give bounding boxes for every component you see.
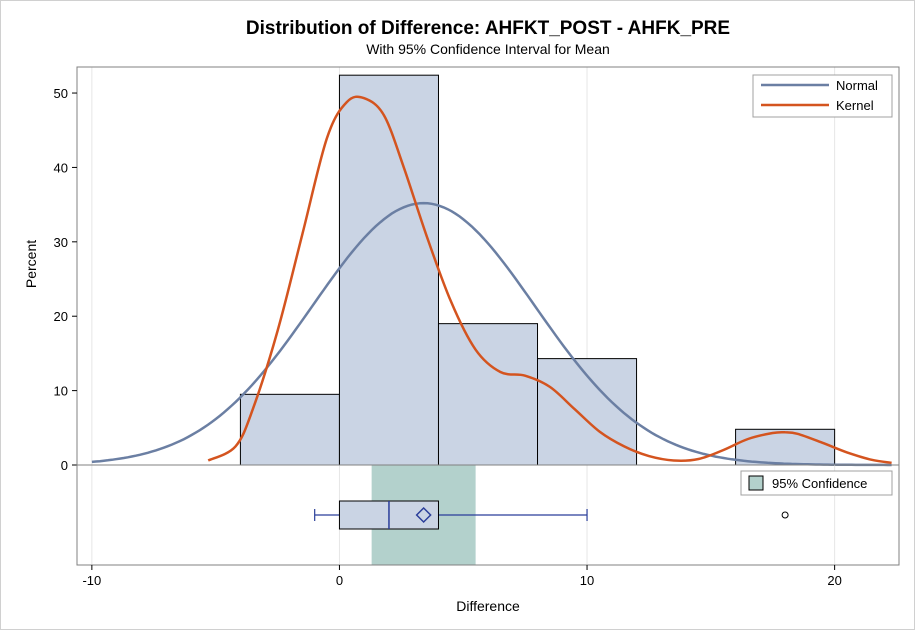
normal-curve bbox=[91, 201, 892, 467]
y-tick-label-5: 50 bbox=[54, 86, 68, 101]
confidence-legend-swatch bbox=[748, 475, 764, 491]
boxplot-panel: 95% Confidence bbox=[76, 464, 900, 566]
legend: Normal Kernel bbox=[752, 74, 893, 118]
x-tick-label-0: -10 bbox=[82, 573, 101, 588]
confidence-legend-box bbox=[740, 470, 893, 496]
y-tick-label-1: 10 bbox=[54, 384, 68, 399]
confidence-legend-label: 95% Confidence bbox=[772, 476, 867, 491]
y-axis-ticks: 0 10 20 30 40 50 bbox=[54, 86, 77, 473]
confidence-legend: 95% Confidence bbox=[740, 470, 893, 496]
chart-title: Distribution of Difference: AHFKT_POST -… bbox=[246, 18, 730, 39]
legend-label-normal: Normal bbox=[836, 78, 878, 93]
y-tick-label-3: 30 bbox=[54, 235, 68, 250]
legend-label-kernel: Kernel bbox=[836, 98, 874, 113]
x-axis-ticks: -10 0 10 20 bbox=[82, 565, 842, 588]
histogram-bar bbox=[239, 393, 340, 466]
x-tick-label-2: 10 bbox=[580, 573, 594, 588]
boxplot-mean-marker bbox=[415, 506, 432, 524]
chart-subtitle: With 95% Confidence Interval for Mean bbox=[366, 41, 610, 57]
histogram-bar bbox=[437, 323, 539, 466]
y-axis-label: Percent bbox=[23, 240, 39, 288]
x-tick-label-3: 20 bbox=[827, 573, 841, 588]
y-tick-label-2: 20 bbox=[54, 309, 68, 324]
density-curves bbox=[91, 95, 892, 467]
boxplot-plot-border bbox=[76, 464, 900, 566]
boxplot-outlier bbox=[781, 511, 789, 519]
y-tick-label-0: 0 bbox=[61, 458, 68, 473]
x-axis-label: Difference bbox=[456, 598, 520, 614]
histogram-bar bbox=[338, 74, 439, 466]
kernel-curve bbox=[207, 95, 892, 465]
y-tick-label-4: 40 bbox=[54, 160, 68, 175]
histogram-panel: 0 10 20 30 40 50 Percent Normal Kernel bbox=[23, 66, 900, 473]
legend-box bbox=[752, 74, 893, 118]
boxplot bbox=[314, 500, 789, 530]
x-tick-label-1: 0 bbox=[336, 573, 343, 588]
histogram-bar bbox=[735, 428, 836, 466]
